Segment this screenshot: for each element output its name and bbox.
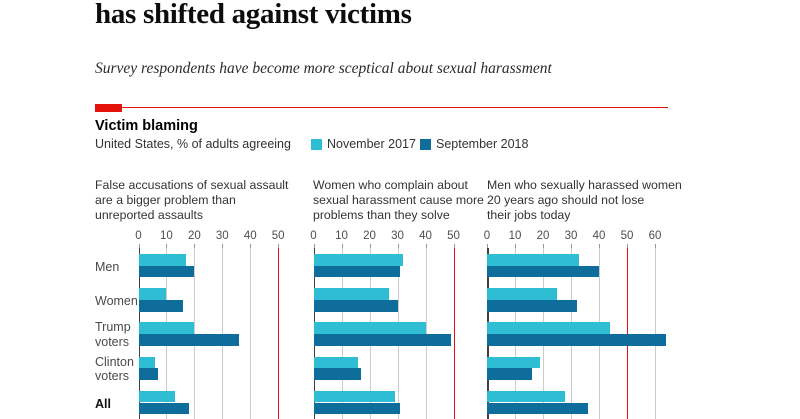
axis-tick-label: 30 bbox=[391, 230, 404, 242]
bar-clinton-voters-september-2018 bbox=[138, 368, 159, 380]
red-rule bbox=[95, 107, 668, 108]
gridline bbox=[194, 248, 196, 419]
axis-tick bbox=[341, 244, 343, 249]
bar-men-september-2018 bbox=[487, 265, 599, 278]
bar-men-november-2017 bbox=[138, 254, 186, 266]
bar-all-november-2017 bbox=[138, 390, 175, 403]
axis-tick bbox=[166, 244, 168, 249]
axis-tick bbox=[369, 244, 371, 249]
axis-tick-label: 40 bbox=[592, 230, 606, 242]
headline: has shifted against victims bbox=[95, 0, 412, 30]
axis-tick-label: 0 bbox=[135, 230, 142, 242]
legend-label: November 2017 bbox=[327, 137, 416, 151]
axis-tick-label: 20 bbox=[536, 230, 550, 242]
axis-tick bbox=[599, 244, 600, 249]
category-label-women: Women bbox=[95, 294, 138, 309]
panel-title-1: False accusations of sexual assault are … bbox=[95, 178, 289, 222]
axis-tick-label: 0 bbox=[483, 230, 491, 242]
axis-tick-label: 40 bbox=[243, 230, 257, 242]
axis-tick-label: 30 bbox=[215, 230, 229, 242]
gridline bbox=[250, 248, 252, 419]
bar-women-november-2017 bbox=[313, 288, 390, 300]
axis-tick-label: 40 bbox=[419, 230, 432, 242]
panel-title-3: Men who sexually harassed women 20 years… bbox=[487, 178, 682, 222]
bar-men-november-2017 bbox=[313, 254, 404, 266]
red-rule-tab bbox=[95, 104, 122, 112]
bar-clinton-voters-november-2017 bbox=[313, 356, 359, 369]
axis-tick bbox=[425, 244, 427, 249]
bar-women-september-2018 bbox=[138, 299, 184, 312]
category-label-all: All bbox=[95, 396, 111, 411]
bar-men-september-2018 bbox=[313, 265, 401, 278]
chart-title: Victim blaming bbox=[95, 118, 198, 134]
bar-all-november-2017 bbox=[487, 390, 566, 403]
axis-tick bbox=[543, 244, 544, 249]
category-label-clinton-voters: Clinton voters bbox=[95, 354, 134, 384]
axis-tick bbox=[627, 244, 628, 249]
axis-tick bbox=[453, 244, 455, 249]
bar-trump-voters-november-2017 bbox=[487, 322, 611, 335]
axis-tick-label: 50 bbox=[447, 230, 460, 242]
bar-clinton-voters-november-2017 bbox=[138, 356, 156, 369]
bar-all-september-2018 bbox=[138, 402, 189, 415]
axis-tick-label: 50 bbox=[620, 230, 634, 242]
bar-women-november-2017 bbox=[138, 288, 167, 300]
bar-clinton-voters-september-2018 bbox=[487, 368, 532, 380]
bar-all-september-2018 bbox=[487, 402, 588, 415]
bar-men-november-2017 bbox=[487, 254, 580, 266]
legend-label: September 2018 bbox=[436, 137, 529, 151]
gridline bbox=[222, 248, 224, 419]
article-subtitle: Survey respondents have become more scep… bbox=[95, 60, 552, 77]
axis-tick bbox=[487, 244, 488, 249]
axis-tick-label: 30 bbox=[564, 230, 578, 242]
reference-line-50 bbox=[453, 248, 455, 419]
axis-tick-label: 10 bbox=[335, 230, 348, 242]
axis-tick bbox=[194, 244, 196, 249]
axis-tick bbox=[278, 244, 280, 249]
category-label-trump-voters: Trump voters bbox=[95, 320, 131, 349]
bar-trump-voters-september-2018 bbox=[313, 334, 451, 346]
bar-men-september-2018 bbox=[138, 265, 195, 278]
bar-clinton-voters-september-2018 bbox=[313, 368, 362, 380]
axis-tick bbox=[222, 244, 224, 249]
axis-tick bbox=[515, 244, 516, 249]
axis-tick-label: 10 bbox=[508, 230, 522, 242]
reference-line-50 bbox=[278, 248, 280, 419]
axis-tick bbox=[138, 244, 140, 249]
axis-tick bbox=[571, 244, 572, 249]
axis-tick-label: 50 bbox=[271, 230, 285, 242]
bar-women-november-2017 bbox=[487, 288, 557, 300]
bar-clinton-voters-november-2017 bbox=[487, 356, 541, 369]
bar-women-september-2018 bbox=[313, 299, 398, 312]
legend-swatch-september-2018 bbox=[420, 139, 431, 150]
bar-trump-voters-november-2017 bbox=[138, 322, 195, 335]
reference-line-50 bbox=[627, 248, 628, 419]
axis-tick-label: 20 bbox=[187, 230, 201, 242]
axis-tick bbox=[655, 244, 656, 249]
axis-tick-label: 20 bbox=[363, 230, 376, 242]
chart-subtitle: United States, % of adults agreeing bbox=[95, 137, 291, 151]
axis-tick bbox=[250, 244, 252, 249]
axis-tick-label: 0 bbox=[310, 230, 317, 242]
bar-women-september-2018 bbox=[487, 299, 577, 312]
category-label-men: Men bbox=[95, 260, 120, 274]
axis-tick-label: 10 bbox=[160, 230, 173, 242]
bar-all-september-2018 bbox=[313, 402, 401, 415]
legend-swatch-november-2017 bbox=[311, 139, 322, 150]
bar-trump-voters-november-2017 bbox=[313, 322, 426, 335]
axis-tick bbox=[313, 244, 315, 249]
bar-trump-voters-september-2018 bbox=[138, 334, 240, 346]
panel-title-2: Women who complain about sexual harassme… bbox=[313, 178, 484, 222]
bar-all-november-2017 bbox=[313, 390, 395, 403]
axis-tick-label: 60 bbox=[648, 230, 662, 242]
axis-tick bbox=[397, 244, 399, 249]
bar-trump-voters-september-2018 bbox=[487, 334, 667, 346]
gridline bbox=[425, 248, 427, 419]
gridline bbox=[655, 248, 656, 419]
